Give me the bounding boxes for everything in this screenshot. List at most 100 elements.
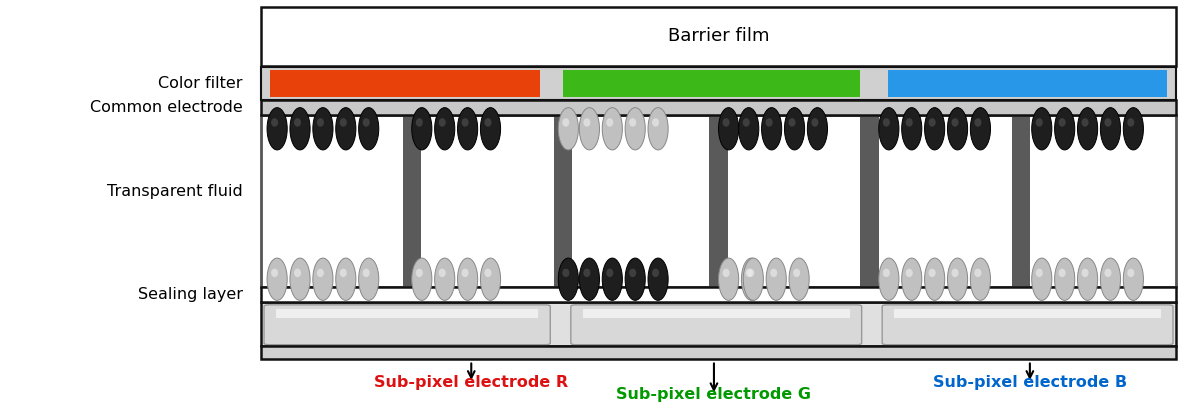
Ellipse shape [1059,118,1066,126]
Ellipse shape [271,118,278,126]
Ellipse shape [1032,258,1052,300]
Ellipse shape [652,118,659,126]
Ellipse shape [271,268,278,277]
Ellipse shape [745,268,752,277]
Ellipse shape [295,268,300,277]
Ellipse shape [1054,108,1074,150]
Ellipse shape [629,118,636,126]
Ellipse shape [929,268,936,277]
Bar [563,70,860,97]
Ellipse shape [629,268,636,277]
Ellipse shape [336,108,356,150]
Ellipse shape [558,258,578,300]
Ellipse shape [770,268,777,277]
Ellipse shape [743,258,763,300]
Text: Common electrode: Common electrode [90,100,243,115]
Ellipse shape [648,108,668,150]
Ellipse shape [583,268,590,277]
Ellipse shape [883,268,890,277]
Ellipse shape [1059,268,1066,277]
Ellipse shape [948,108,968,150]
Ellipse shape [925,258,945,300]
Ellipse shape [812,118,819,126]
Ellipse shape [1124,258,1144,300]
Ellipse shape [606,118,613,126]
Ellipse shape [1105,118,1112,126]
Ellipse shape [434,258,454,300]
Ellipse shape [648,258,668,300]
Ellipse shape [901,108,922,150]
Ellipse shape [784,108,804,150]
Ellipse shape [718,108,738,150]
Ellipse shape [652,268,659,277]
Ellipse shape [925,108,945,150]
Ellipse shape [948,258,968,300]
Ellipse shape [789,118,795,126]
Ellipse shape [1105,268,1112,277]
Bar [276,309,538,318]
Ellipse shape [901,258,922,300]
Ellipse shape [723,268,730,277]
Bar [260,287,1176,302]
Ellipse shape [558,108,578,150]
Ellipse shape [485,118,491,126]
Ellipse shape [1036,268,1042,277]
Bar [860,115,879,287]
Bar [583,309,849,318]
Ellipse shape [767,258,787,300]
Ellipse shape [1127,118,1134,126]
Ellipse shape [748,268,755,277]
Ellipse shape [975,268,982,277]
FancyBboxPatch shape [264,305,550,345]
Ellipse shape [970,258,990,300]
Bar [710,115,728,287]
Ellipse shape [480,108,500,150]
Ellipse shape [583,118,590,126]
Bar [1011,115,1030,287]
Ellipse shape [1124,108,1144,150]
Bar [888,70,1168,97]
Ellipse shape [358,108,379,150]
Ellipse shape [906,118,913,126]
Text: Color filter: Color filter [159,76,243,91]
Ellipse shape [458,258,478,300]
Text: Sub-pixel electrode R: Sub-pixel electrode R [374,375,568,390]
Bar [260,67,1176,100]
Ellipse shape [1032,108,1052,150]
Bar [402,115,421,287]
Text: Sub-pixel electrode G: Sub-pixel electrode G [616,387,812,402]
Ellipse shape [415,268,422,277]
Ellipse shape [295,118,300,126]
Ellipse shape [412,258,432,300]
Ellipse shape [363,118,370,126]
Ellipse shape [879,108,899,150]
Ellipse shape [723,118,730,126]
Ellipse shape [883,118,890,126]
Ellipse shape [602,258,622,300]
Ellipse shape [738,108,758,150]
Ellipse shape [439,118,446,126]
Ellipse shape [1081,268,1088,277]
FancyBboxPatch shape [883,305,1174,345]
Ellipse shape [1100,108,1120,150]
Ellipse shape [340,268,347,277]
Ellipse shape [975,118,982,126]
Text: Sealing layer: Sealing layer [138,287,243,302]
Ellipse shape [625,108,645,150]
Ellipse shape [434,108,454,150]
Bar [554,115,573,287]
Bar [270,70,539,97]
Ellipse shape [562,118,569,126]
Bar [260,100,1176,115]
Ellipse shape [762,108,782,150]
Text: Transparent fluid: Transparent fluid [108,184,243,199]
Ellipse shape [879,258,899,300]
Ellipse shape [480,258,500,300]
Ellipse shape [742,258,762,300]
Ellipse shape [625,258,645,300]
Ellipse shape [336,258,356,300]
Ellipse shape [793,268,800,277]
Text: Sub-pixel electrode B: Sub-pixel electrode B [933,375,1127,390]
Text: Barrier film: Barrier film [667,27,769,45]
Bar [894,309,1162,318]
